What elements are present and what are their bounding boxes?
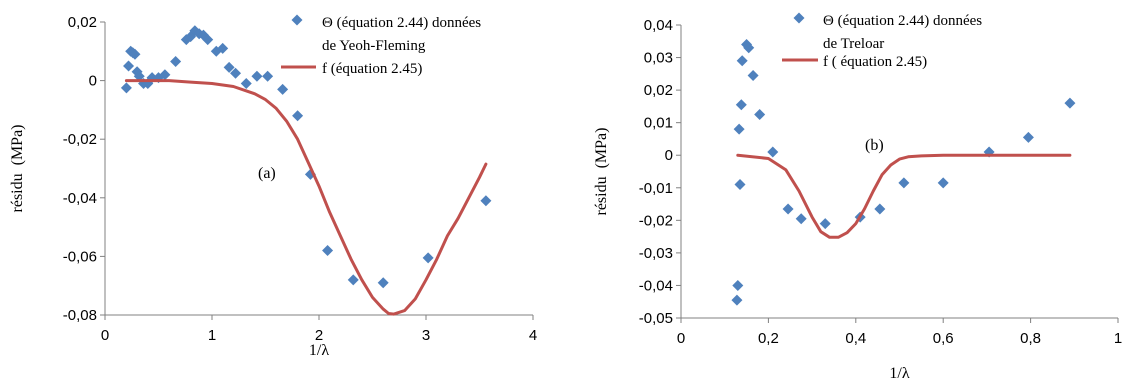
data-point [277, 83, 289, 95]
y-tick-label: -0,04 [639, 277, 673, 294]
y-tick-label: -0,05 [639, 310, 673, 327]
legend-label-points: Θ (équation 2.44) données [823, 13, 982, 29]
data-point [170, 56, 182, 68]
x-axis-title: 1/λ [309, 342, 329, 359]
data-point [736, 55, 748, 67]
x-tick-label: 1 [1114, 330, 1122, 347]
data-point [734, 179, 746, 191]
chart-panel-b: 0,04 0,03 0,02 0,01 0 -0,01 -0,02 -0,03 -0,04 -0,… [593, 12, 1122, 382]
fit-curve-line [124, 79, 488, 316]
data-point [754, 109, 766, 121]
y-axis-title: résidu (MPa) [9, 125, 26, 213]
data-point [129, 48, 141, 60]
legend-label-points-line2: de Treloar [823, 36, 884, 52]
data-point [377, 277, 389, 289]
y-tick-label: -0,02 [63, 131, 97, 148]
x-axis-title: 1/λ [889, 365, 909, 382]
x-tick-label: 0,8 [1020, 330, 1041, 347]
data-point [251, 70, 263, 82]
y-tick-label: 0,01 [644, 115, 673, 132]
data-point [743, 42, 755, 54]
data-point [731, 294, 743, 306]
y-tick-label: 0,04 [644, 17, 673, 34]
y-tick-label: -0,03 [639, 245, 673, 262]
data-point [217, 42, 229, 54]
y-tick-label: 0 [89, 73, 97, 90]
y-tick-label: 0 [665, 147, 673, 164]
y-tick-label: -0,01 [639, 180, 673, 197]
legend-label-curve: f (équation 2.45) [322, 61, 422, 77]
data-point [322, 245, 334, 257]
data-point [1064, 97, 1076, 109]
data-point [819, 218, 831, 230]
data-point [262, 70, 274, 82]
data-point [795, 213, 807, 225]
data-point [480, 195, 492, 207]
data-point [123, 60, 135, 72]
legend-label-curve: f ( équation 2.45) [823, 54, 927, 70]
data-point [733, 123, 745, 135]
y-tick-label: 0,02 [644, 82, 673, 99]
x-tick-label: 1 [208, 327, 216, 344]
x-tick-label: 0,2 [758, 330, 779, 347]
y-tick-label: -0,04 [63, 190, 97, 207]
legend-marker-points [291, 14, 303, 26]
data-point [133, 70, 145, 82]
data-point [732, 279, 744, 291]
x-tick-label: 0 [677, 330, 685, 347]
data-point [1022, 131, 1034, 143]
data-point [292, 110, 304, 122]
data-point [230, 67, 242, 79]
data-point [347, 274, 359, 286]
legend-label-points: Θ (équation 2.44) données [322, 15, 481, 31]
data-point [874, 203, 886, 215]
y-axis-title: résidu (MPa) [593, 128, 610, 216]
panel-annotation: (b) [865, 137, 884, 154]
data-point [898, 177, 910, 189]
data-point [240, 78, 252, 90]
data-point [202, 34, 214, 46]
data-point [422, 252, 434, 264]
data-point [767, 146, 779, 158]
x-tick-label: 0 [101, 327, 109, 344]
x-tick-label: 2 [315, 327, 323, 344]
x-tick-label: 3 [422, 327, 430, 344]
panel-annotation: (a) [258, 165, 276, 182]
data-point [937, 177, 949, 189]
chart-panel-a: 0,020-0,02-0,04-0,06-0,080 1 2 3 41/λrésidu … [9, 14, 537, 359]
y-tick-label: -0,02 [639, 212, 673, 229]
x-tick-label: 0,6 [933, 330, 954, 347]
data-point [159, 69, 171, 81]
y-tick-label: -0,08 [63, 307, 97, 324]
legend-marker-points [793, 12, 805, 24]
y-tick-label: 0,03 [644, 50, 673, 67]
y-tick-label: -0,06 [63, 248, 97, 265]
legend-label-points-line2: de Yeoh-Fleming [322, 38, 426, 54]
fit-curve-line [736, 153, 1072, 239]
data-point [747, 69, 759, 81]
data-point [735, 99, 747, 111]
data-point [120, 82, 132, 94]
y-tick-label: 0,02 [68, 14, 97, 31]
x-tick-label: 0,4 [845, 330, 866, 347]
x-tick-label: 4 [529, 327, 537, 344]
data-point [782, 203, 794, 215]
data-point [223, 61, 235, 73]
